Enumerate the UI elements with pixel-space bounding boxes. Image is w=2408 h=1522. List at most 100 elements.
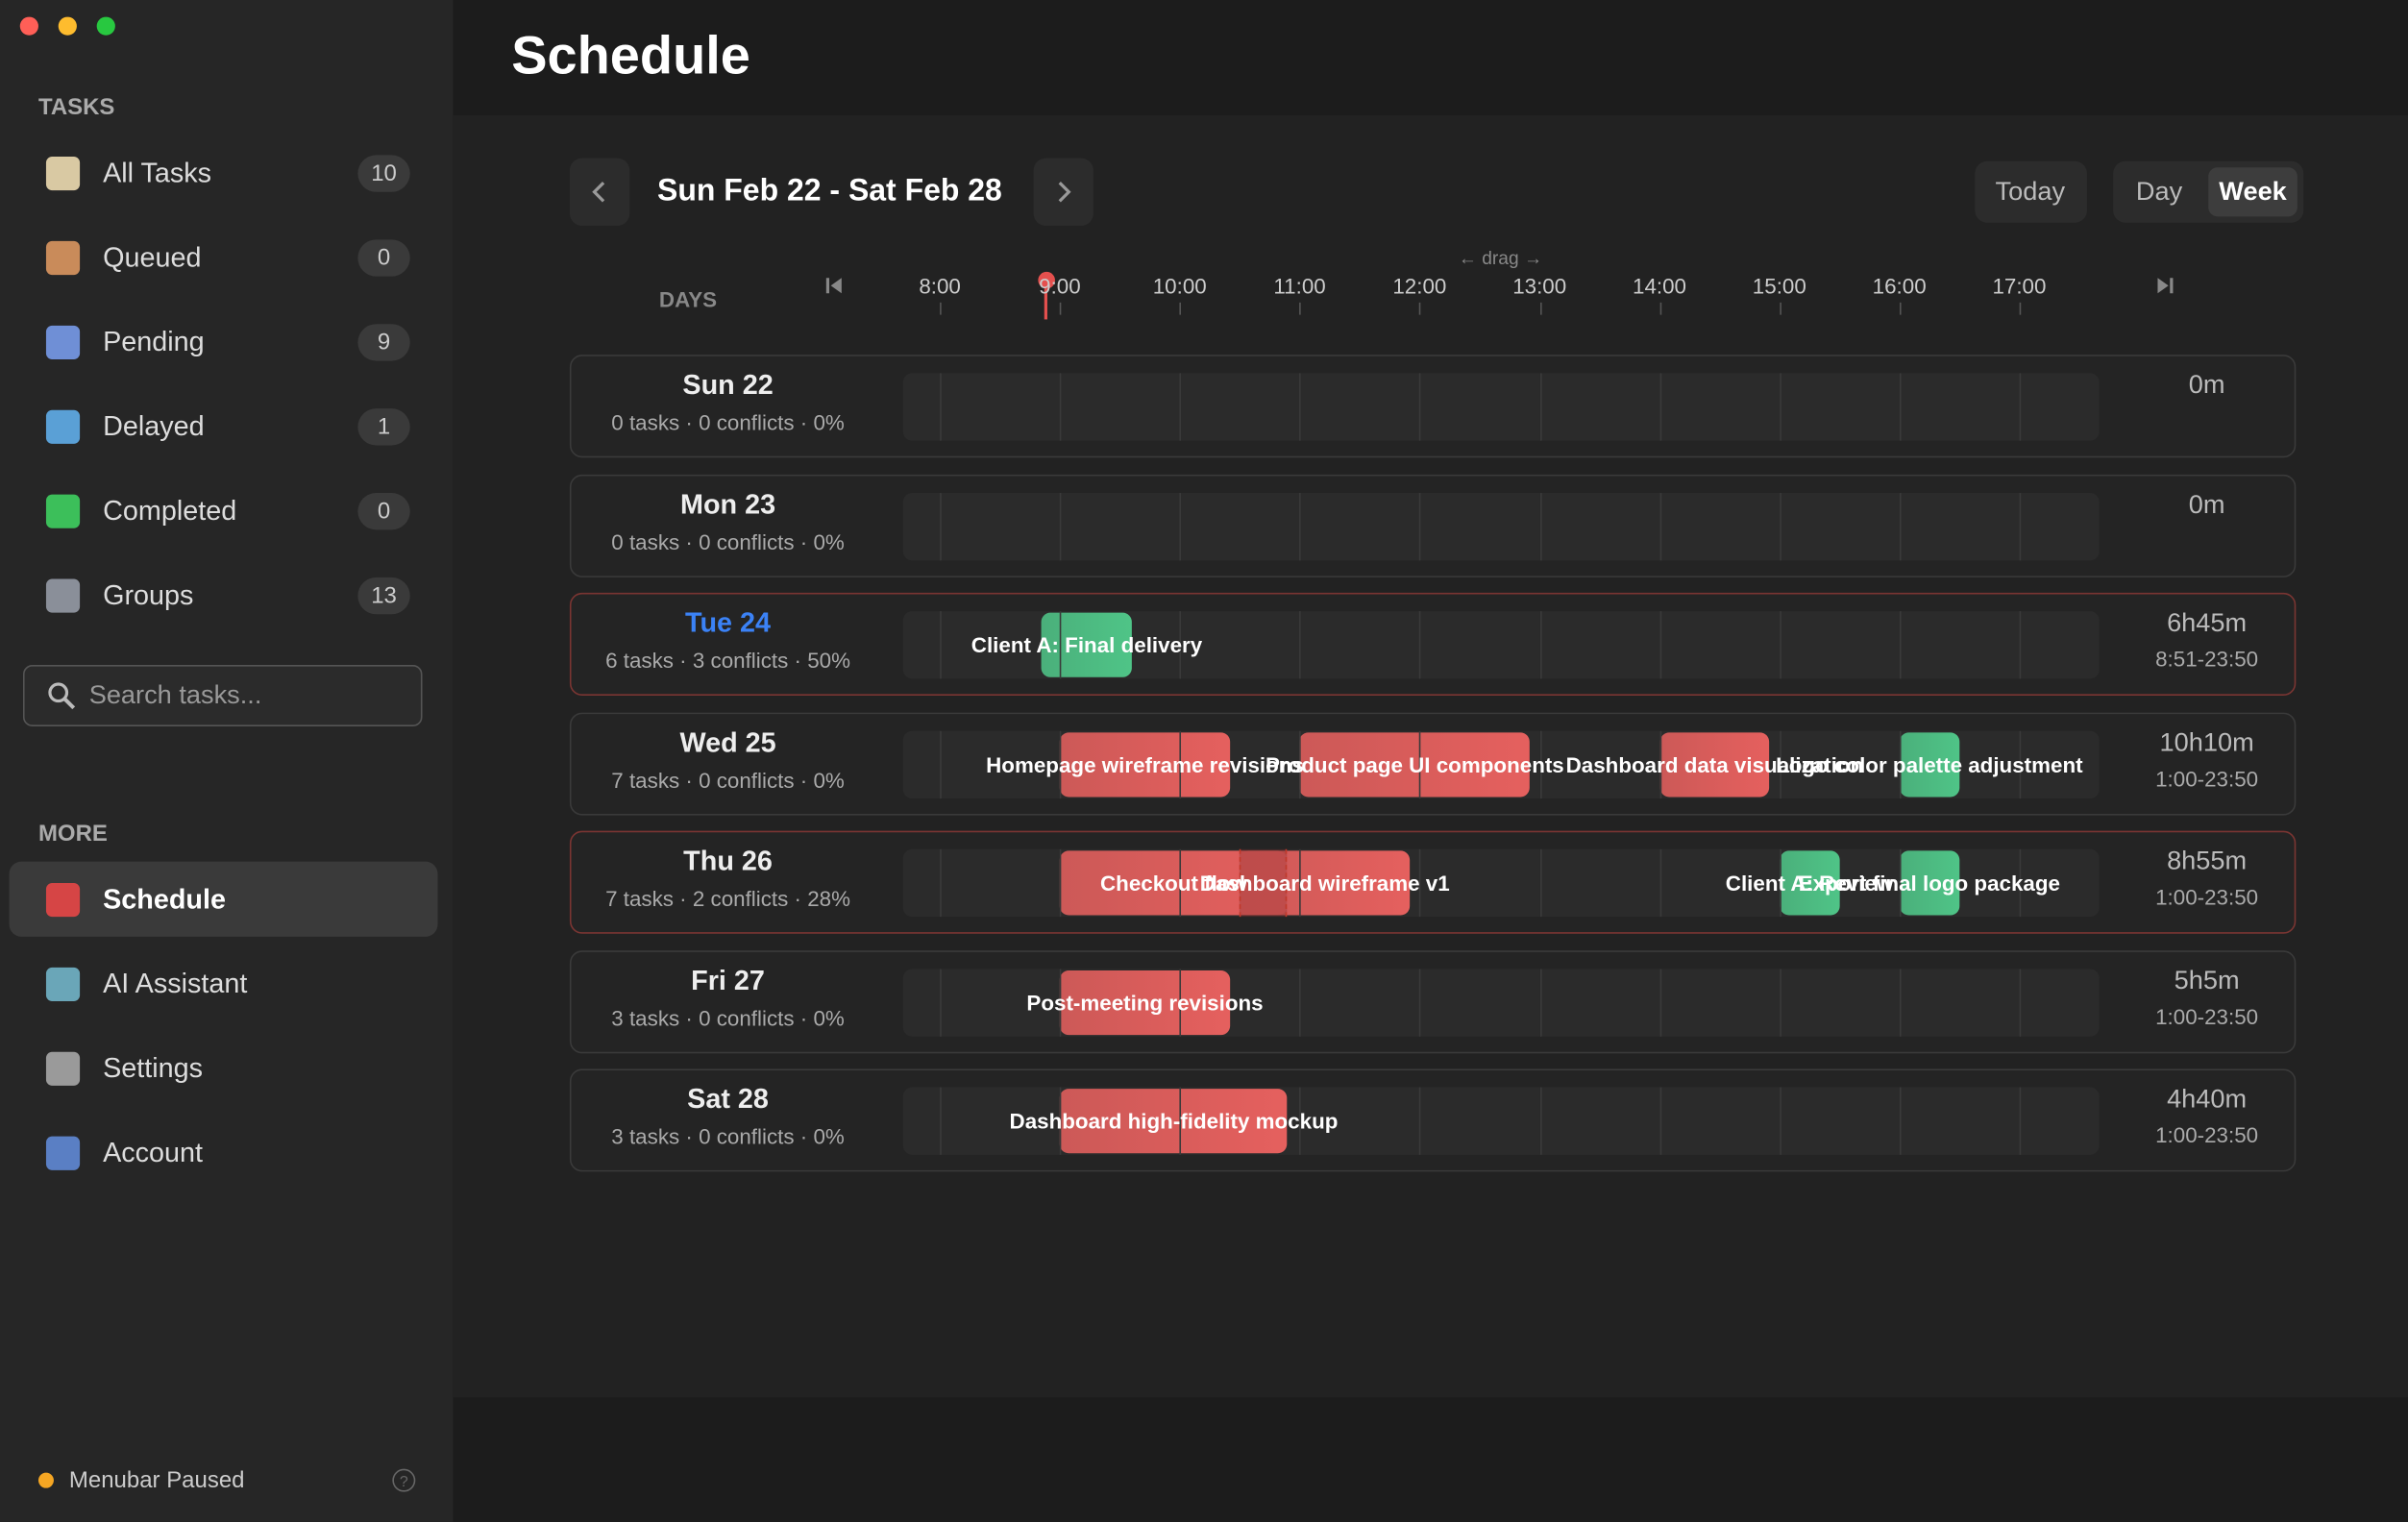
- nav-item[interactable]: AI Assistant: [103, 968, 248, 999]
- conflict-overlap: [1240, 848, 1289, 918]
- task-block[interactable]: [1299, 731, 1531, 797]
- hour-label: 14:00: [1632, 273, 1687, 299]
- day-summary: 0 tasks · 0 conflicts · 0%: [611, 528, 845, 554]
- grid-line: [1179, 848, 1182, 918]
- nav-item[interactable]: All Tasks: [103, 157, 212, 188]
- search-placeholder: Search tasks...: [88, 680, 262, 710]
- minimize-button[interactable]: [58, 16, 77, 36]
- grid-line: [1299, 848, 1302, 918]
- item-icon: [45, 967, 81, 1002]
- grid-line: [1419, 968, 1421, 1036]
- hour-tick: [1659, 302, 1661, 315]
- day-window: 1:00-23:50: [2155, 1003, 2259, 1028]
- grid-line: [940, 729, 942, 798]
- hour-tick: [1779, 302, 1781, 315]
- jump-start[interactable]: [823, 275, 848, 296]
- count-badge: [357, 239, 410, 277]
- task-block[interactable]: [1059, 1089, 1289, 1154]
- day-name: Sat 28: [687, 1083, 769, 1115]
- task-block[interactable]: [1899, 731, 1960, 797]
- nav-item[interactable]: Delayed: [103, 410, 205, 442]
- grid-line: [2019, 968, 2022, 1036]
- zoom-button[interactable]: [96, 16, 115, 36]
- hour-tick: [1059, 302, 1062, 315]
- date-range: Sun Feb 22 - Sat Feb 28: [657, 174, 1002, 209]
- day-window: 1:00-23:50: [2155, 765, 2259, 791]
- grid-line: [1059, 611, 1062, 679]
- hour-label: 9:00: [1039, 273, 1081, 299]
- nav-item[interactable]: Schedule: [103, 883, 226, 915]
- grid-line: [940, 492, 942, 560]
- sidebar: [0, 0, 454, 1522]
- status-text: Menubar Paused: [68, 1467, 245, 1494]
- day-summary: 0 tasks · 0 conflicts · 0%: [611, 409, 845, 435]
- hour-label: 16:00: [1872, 273, 1927, 299]
- grid-line: [2019, 373, 2022, 441]
- count-badge: [357, 577, 410, 615]
- nav-item[interactable]: Queued: [103, 241, 202, 273]
- grid-line: [1899, 848, 1902, 918]
- task-block[interactable]: [1899, 850, 1960, 916]
- hour-label: 13:00: [1512, 273, 1567, 299]
- grid-line: [1539, 729, 1541, 798]
- track: [902, 373, 2100, 441]
- next-button[interactable]: [1033, 158, 1093, 226]
- active-nav: [9, 861, 438, 937]
- task-block[interactable]: [1059, 970, 1231, 1035]
- nav-item[interactable]: Pending: [103, 326, 205, 357]
- help-icon[interactable]: ?: [392, 1468, 417, 1493]
- grid-line: [1299, 968, 1302, 1036]
- item-icon: [45, 325, 81, 359]
- hour-tick: [2019, 302, 2022, 315]
- nav-item[interactable]: Settings: [103, 1052, 204, 1084]
- grid-line: [1059, 492, 1062, 560]
- hour-tick: [940, 302, 942, 315]
- task-block[interactable]: [1240, 850, 1411, 916]
- view-day[interactable]: Day: [2135, 176, 2183, 207]
- section-heading: TASKS: [37, 94, 115, 121]
- count-badge: [357, 408, 410, 446]
- grid-line: [1179, 729, 1182, 798]
- view-week[interactable]: Week: [2219, 176, 2287, 207]
- grid-line: [940, 968, 942, 1036]
- hour-label: 11:00: [1273, 273, 1326, 299]
- task-block[interactable]: [1779, 850, 1840, 916]
- task-label: Dashboard high-fidelity mockup: [1009, 1108, 1339, 1134]
- grid-line: [1659, 968, 1661, 1036]
- task-label: Logo color palette adjustment: [1776, 751, 2083, 776]
- count-badge: [357, 155, 410, 192]
- day-summary: 3 tasks · 0 conflicts · 0%: [611, 1005, 845, 1030]
- grid-line: [2019, 729, 2022, 798]
- hour-tick: [1899, 302, 1902, 315]
- day-window: 1:00-23:50: [2155, 1122, 2259, 1147]
- item-icon: [45, 409, 81, 444]
- task-block[interactable]: [1059, 731, 1231, 797]
- task-block[interactable]: [1042, 612, 1132, 677]
- prev-button[interactable]: [569, 158, 630, 226]
- grid-line: [1419, 1087, 1421, 1155]
- hour-tick: [1539, 302, 1541, 315]
- nav-item[interactable]: Completed: [103, 495, 237, 527]
- grid-line: [1539, 492, 1541, 560]
- active-view[interactable]: [2208, 167, 2297, 217]
- grid-line: [1299, 611, 1302, 679]
- nav-item[interactable]: Account: [103, 1137, 204, 1168]
- hour-tick: [1419, 302, 1421, 315]
- day-window: 1:00-23:50: [2155, 884, 2259, 910]
- search-box[interactable]: [22, 665, 423, 726]
- day-total: 6h45m: [2167, 607, 2248, 638]
- day-summary: 6 tasks · 3 conflicts · 50%: [605, 648, 851, 674]
- task-block[interactable]: [1659, 731, 1770, 797]
- hour-label: 12:00: [1392, 273, 1447, 299]
- day-total: 4h40m: [2167, 1084, 2248, 1114]
- grid-line: [1899, 492, 1902, 560]
- grid-line: [940, 611, 942, 679]
- day-name: Fri 27: [691, 964, 765, 995]
- nav-item[interactable]: Groups: [103, 579, 194, 611]
- jump-end[interactable]: [2151, 275, 2176, 296]
- close-button[interactable]: [19, 16, 38, 36]
- day-total: 10h10m: [2159, 726, 2254, 757]
- grid-line: [1779, 848, 1781, 918]
- today-button[interactable]: [1975, 160, 2087, 223]
